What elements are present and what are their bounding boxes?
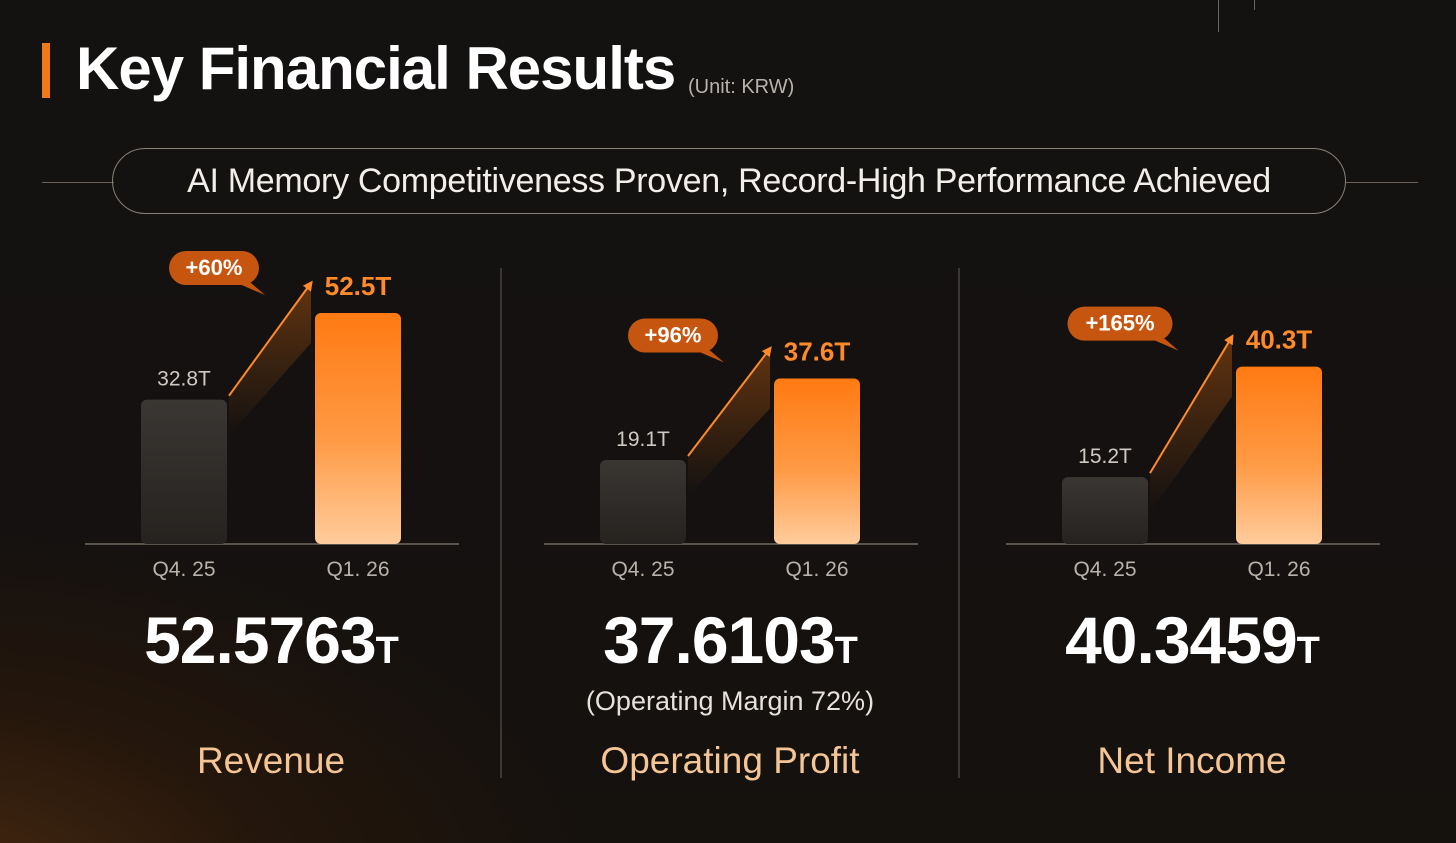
panel-divider-1 — [500, 268, 502, 778]
chart-3-total-number: 40.3459 — [1065, 603, 1298, 677]
chart-1-growth-badge — [169, 251, 259, 285]
title-accent-bar — [42, 43, 50, 98]
chart-3-category-label: Q4. 25 — [1073, 558, 1136, 581]
chart-3-bar-prev — [1062, 477, 1148, 544]
chart-3-value-label-prev: 15.2T — [1078, 445, 1132, 468]
chart-3-growth-arrow — [1149, 334, 1234, 474]
chart-1-growth-label: +60% — [186, 255, 243, 280]
chart-1-value-label-prev: 32.8T — [157, 368, 211, 391]
chart-1-metric-label: Revenue — [196, 740, 346, 781]
chart-1-category-label: Q4. 25 — [152, 558, 215, 581]
chart-3-bar-current — [1236, 366, 1322, 544]
chart-3-growth-label: +165% — [1085, 311, 1154, 336]
chart-2-note: (Operating Margin 72%) — [585, 686, 875, 716]
decor-line-1 — [1218, 0, 1219, 32]
chart-2-growth-badge — [628, 318, 718, 353]
chart-1-growth-arrow — [228, 280, 313, 397]
chart-2-growth-badge-tail — [696, 350, 724, 363]
page-title: Key Financial Results — [76, 35, 676, 102]
chart-3-growth-badge — [1067, 306, 1173, 341]
chart-2-category-label: Q4. 25 — [611, 558, 674, 581]
banner-line-right — [1346, 182, 1418, 183]
chart-2-total-value: 37.6103T — [603, 602, 858, 678]
chart-2-value-label-current: 37.6T — [784, 337, 851, 367]
chart-1-category-label: Q1. 26 — [326, 558, 389, 581]
chart-2-growth-wedge — [688, 348, 770, 496]
chart-2-growth-arrow — [687, 346, 772, 457]
chart-2-category-label: Q1. 26 — [785, 558, 848, 581]
chart-2-metric-label: Operating Profit — [600, 740, 860, 781]
banner-line-left — [42, 182, 114, 183]
chart-1-total-unit: T — [375, 630, 399, 672]
chart-3-growth-wedge — [1150, 336, 1232, 514]
chart-2-value-label-prev: 19.1T — [616, 428, 670, 451]
unit-label: (Unit: KRW) — [688, 76, 795, 98]
chart-1-growth-wedge — [229, 283, 311, 436]
chart-2-bar-current — [774, 378, 860, 544]
chart-1-bar-prev — [141, 399, 227, 544]
chart-3-category-label: Q1. 26 — [1247, 558, 1310, 581]
chart-1-value-label-current: 52.5T — [325, 271, 392, 301]
chart-1-total-value: 52.5763T — [144, 602, 399, 678]
chart-2-bar-prev — [600, 459, 686, 544]
chart-3-value-label-current: 40.3T — [1246, 325, 1313, 355]
chart-1-total-number: 52.5763 — [144, 603, 377, 677]
chart-3-metric-label: Net Income — [1097, 740, 1287, 781]
chart-2-total-number: 37.6103 — [603, 603, 836, 677]
chart-2-growth-label: +96% — [645, 323, 702, 348]
chart-1-growth-badge-tail — [237, 283, 265, 295]
decor-line-2 — [1254, 0, 1255, 10]
chart-3-growth-badge-tail — [1150, 338, 1179, 351]
chart-3-total-unit: T — [1296, 630, 1320, 672]
chart-1-bar-current — [315, 313, 401, 544]
chart-2-total-unit: T — [834, 630, 858, 672]
panel-divider-2 — [958, 268, 960, 778]
chart-3-total-value: 40.3459T — [1065, 602, 1320, 678]
headline-banner: AI Memory Competitiveness Proven, Record… — [112, 148, 1346, 214]
